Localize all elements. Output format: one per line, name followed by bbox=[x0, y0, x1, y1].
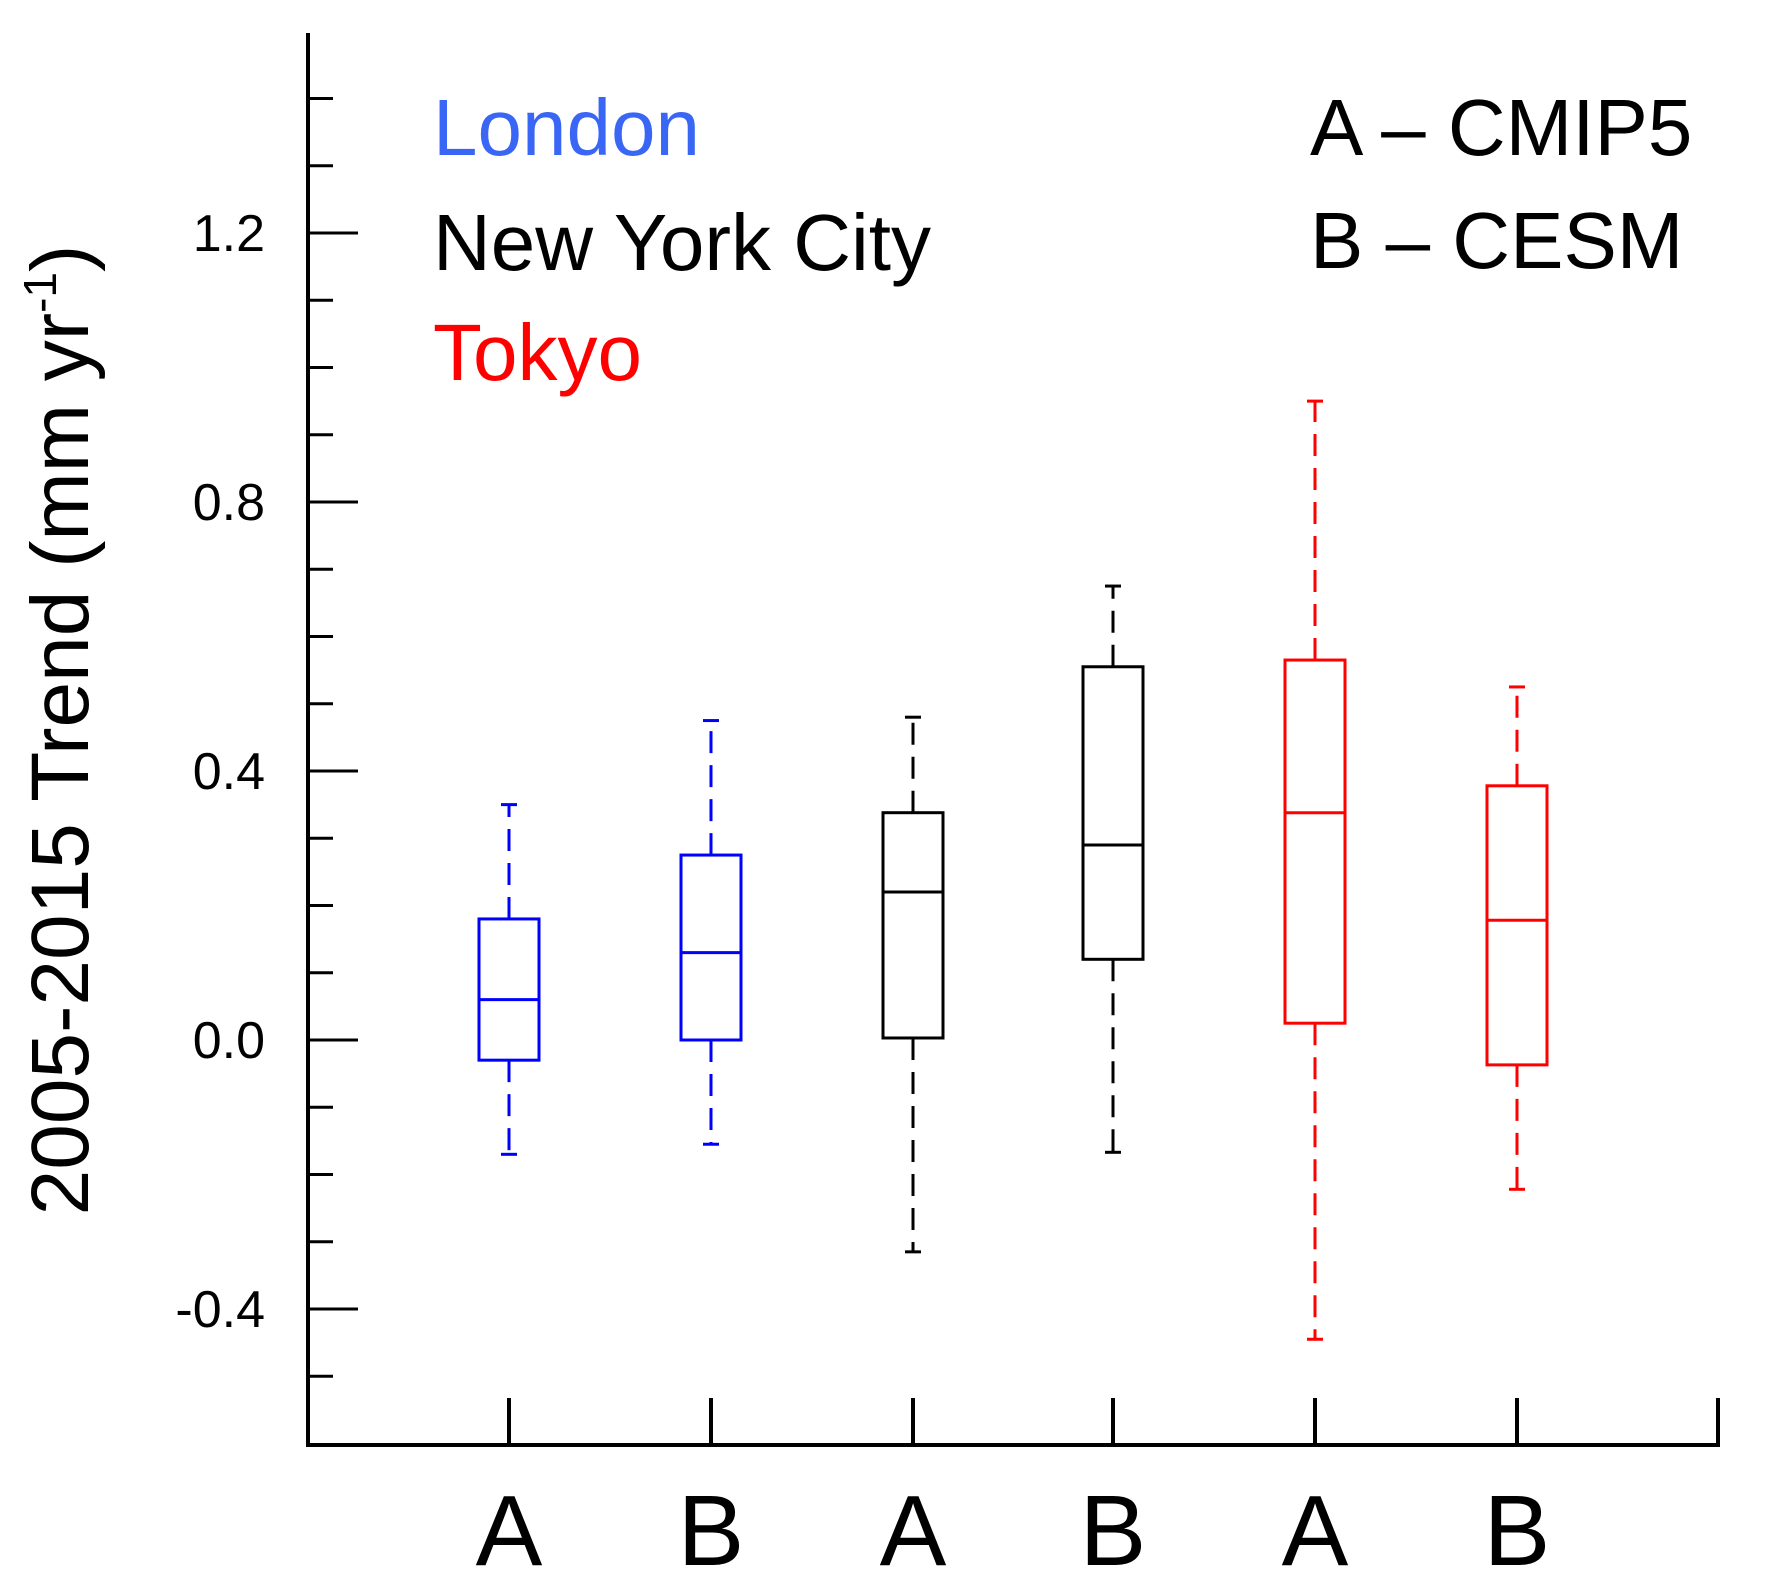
y-tick-label: 0.4 bbox=[193, 743, 265, 801]
box-series bbox=[477, 399, 1549, 1341]
y-axis-label-close: ) bbox=[15, 245, 106, 272]
iqr-box bbox=[881, 811, 945, 1040]
iqr-box bbox=[1283, 658, 1347, 1025]
box-tokyo-b bbox=[1485, 685, 1549, 1191]
y-axis-label: 2005-2015 Trend (mm yr-1) bbox=[14, 245, 106, 1216]
box-london-a bbox=[477, 803, 541, 1156]
y-tick-label: 0.0 bbox=[193, 1012, 265, 1070]
iqr-box bbox=[1485, 784, 1549, 1067]
axes bbox=[306, 33, 1720, 1447]
box-new-york-city-b bbox=[1081, 584, 1145, 1154]
x-tick-label: A bbox=[1282, 1475, 1349, 1587]
y-axis-label-main: 2005-2015 Trend (mm yr bbox=[15, 313, 106, 1215]
iqr-box bbox=[1081, 665, 1145, 961]
y-tick-label: 0.8 bbox=[193, 474, 265, 532]
x-tick-label: B bbox=[1080, 1475, 1147, 1587]
legend-city-tokyo: Tokyo bbox=[433, 308, 642, 397]
y-tick-label: 1.2 bbox=[193, 205, 265, 263]
legend-models: A – CMIP5 B – CESM bbox=[1310, 83, 1692, 285]
x-tick-label: A bbox=[880, 1475, 947, 1587]
x-tick-label: B bbox=[1484, 1475, 1551, 1587]
legend-city-london: London bbox=[433, 83, 700, 172]
legend-model-b: B – CESM bbox=[1310, 196, 1683, 285]
legend-city-new-york-city: New York City bbox=[433, 198, 931, 287]
x-tick-label: A bbox=[476, 1475, 543, 1587]
y-axis-label-superscript: -1 bbox=[14, 272, 66, 313]
y-tick-label: -0.4 bbox=[175, 1281, 265, 1339]
box-new-york-city-a bbox=[881, 715, 945, 1254]
iqr-box bbox=[679, 853, 743, 1042]
x-tick-label: B bbox=[678, 1475, 745, 1587]
iqr-box bbox=[477, 917, 541, 1062]
box-tokyo-a bbox=[1283, 399, 1347, 1341]
legend-model-a: A – CMIP5 bbox=[1310, 83, 1692, 172]
y-axis-ticks: -0.4 0.0 0.4 0.8 1.2 bbox=[175, 97, 358, 1378]
box-london-b bbox=[679, 719, 743, 1146]
legend-cities: London New York City Tokyo bbox=[433, 83, 931, 397]
